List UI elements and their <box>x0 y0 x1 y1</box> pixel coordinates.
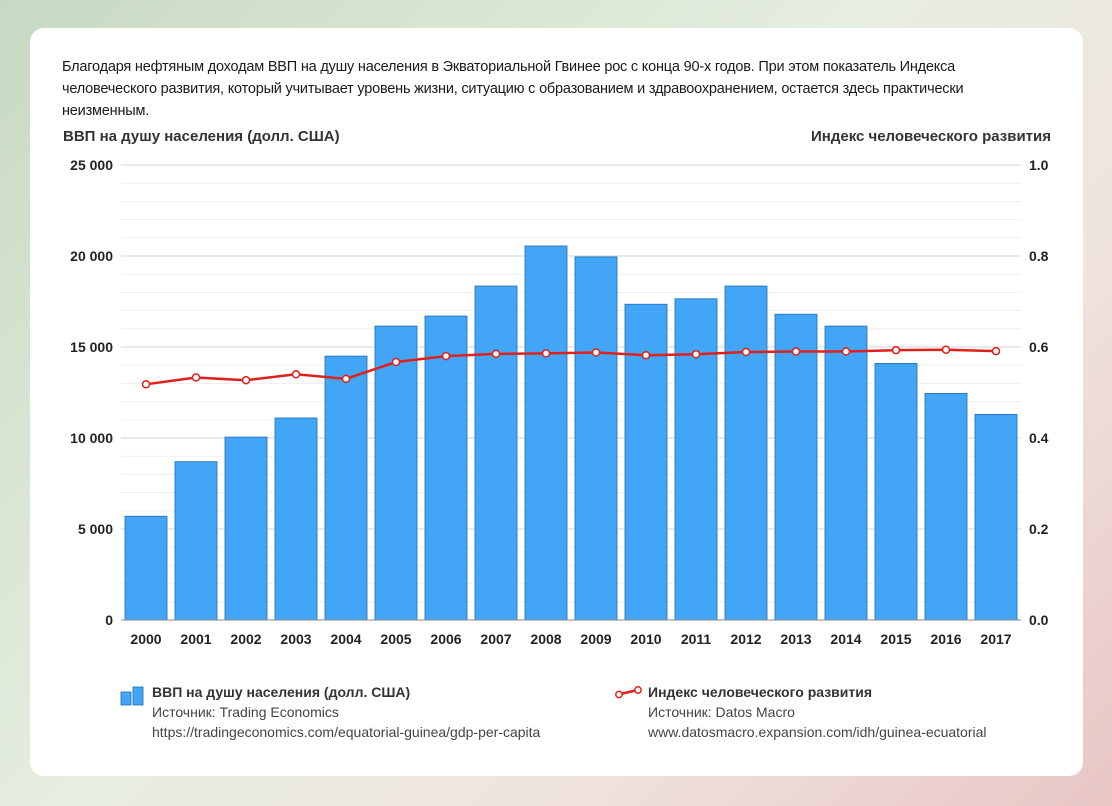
x-tick-label: 2010 <box>630 631 661 647</box>
left-tick-label: 15 000 <box>70 339 113 355</box>
gdp-bar <box>474 285 518 621</box>
right-tick-label: 0.0 <box>1029 612 1049 628</box>
hdi-point <box>141 380 151 389</box>
hdi-point <box>591 348 601 357</box>
left-tick-label: 20 000 <box>70 248 113 264</box>
gdp-bar <box>124 515 168 621</box>
left-tick-label: 25 000 <box>70 157 113 173</box>
gdp-bar <box>824 325 868 621</box>
x-tick-label: 2008 <box>530 631 561 647</box>
hdi-line <box>145 348 997 386</box>
right-tick-label: 1.0 <box>1029 157 1049 173</box>
hdi-point <box>341 374 351 384</box>
gdp-bar <box>274 417 318 621</box>
gdp-bar <box>974 413 1018 621</box>
x-tick-label: 2014 <box>830 631 861 647</box>
hdi-point <box>841 347 851 356</box>
hdi-point <box>991 346 1001 356</box>
legend-hdi-name: Индекс человеческого развития <box>648 684 873 700</box>
gdp-bar <box>174 461 218 621</box>
hdi-point <box>741 347 751 357</box>
gdp-bar <box>674 298 718 621</box>
left-tick-label: 0 <box>105 612 113 628</box>
legend-gdp-source: Источник: Trading Economics <box>152 704 339 720</box>
gdp-bar <box>924 393 968 621</box>
gdp-bar <box>324 355 368 621</box>
gdp-bar <box>724 285 768 621</box>
x-tick-label: 2015 <box>880 631 911 647</box>
hdi-point <box>391 357 401 367</box>
gdp-bar <box>424 315 468 621</box>
x-tick-label: 2009 <box>580 631 611 647</box>
hdi-point <box>691 350 701 359</box>
hdi-point <box>241 375 251 385</box>
bar-legend-icon <box>120 686 144 706</box>
line-legend-icon <box>615 686 642 699</box>
right-tick-label: 0.8 <box>1029 248 1049 264</box>
right-tick-label: 0.2 <box>1029 521 1049 537</box>
left-tick-label: 10 000 <box>70 430 113 446</box>
x-tick-label: 2002 <box>230 631 261 647</box>
legend-gdp-url: https://tradingeconomics.com/equatorial-… <box>152 724 541 740</box>
gdp-bar <box>574 256 618 621</box>
right-axis-title: Индекс человеческого развития <box>810 128 1051 145</box>
gdp-bar <box>874 362 918 621</box>
x-tick-label: 2000 <box>130 631 161 647</box>
gdp-bar <box>524 245 568 621</box>
hdi-point <box>491 349 501 359</box>
hdi-point <box>441 351 451 361</box>
hdi-point <box>191 373 201 382</box>
x-tick-label: 2005 <box>380 631 411 647</box>
left-tick-label: 5 000 <box>78 521 113 537</box>
gdp-bar <box>774 313 818 621</box>
hdi-point <box>791 347 801 356</box>
x-tick-label: 2007 <box>480 631 511 647</box>
x-tick-label: 2006 <box>430 631 461 647</box>
right-tick-label: 0.6 <box>1029 339 1049 355</box>
x-tick-label: 2016 <box>930 631 961 647</box>
legend-gdp-name: ВВП на душу населения (долл. США) <box>152 684 411 700</box>
left-axis-title: ВВП на душу населения (долл. США) <box>63 128 340 145</box>
x-tick-label: 2004 <box>330 631 361 647</box>
intro-text: Благодаря нефтяным доходам ВВП на душу н… <box>62 59 964 119</box>
hdi-point <box>891 345 901 355</box>
right-tick-label: 0.4 <box>1029 430 1049 446</box>
hdi-point <box>641 350 651 360</box>
x-tick-label: 2017 <box>980 631 1011 647</box>
gdp-bar <box>224 436 268 621</box>
x-tick-label: 2011 <box>681 631 712 647</box>
legend-hdi-source: Источник: Datos Macro <box>648 704 795 720</box>
x-tick-label: 2013 <box>780 631 811 647</box>
hdi-point <box>291 370 301 379</box>
legend-hdi-url: www.datosmacro.expansion.com/idh/guinea-… <box>648 724 987 740</box>
x-tick-label: 2003 <box>280 631 311 647</box>
hdi-point <box>941 345 951 354</box>
hdi-point <box>541 349 551 358</box>
gdp-bar <box>374 325 418 621</box>
x-tick-label: 2001 <box>180 631 211 647</box>
x-tick-label: 2012 <box>730 631 761 647</box>
